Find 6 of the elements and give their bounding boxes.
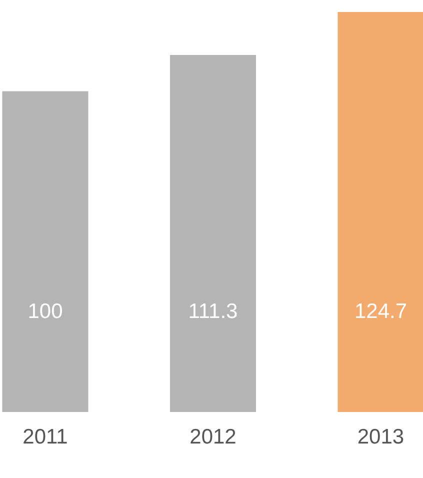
data-label: 124.7 (354, 300, 408, 323)
data-label: 100 (28, 300, 63, 323)
data-label: 111.3 (188, 300, 238, 323)
x-tick-label: 2013 (357, 426, 404, 448)
x-tick-label: 2011 (22, 426, 68, 448)
x-tick-label: 2012 (190, 426, 236, 448)
